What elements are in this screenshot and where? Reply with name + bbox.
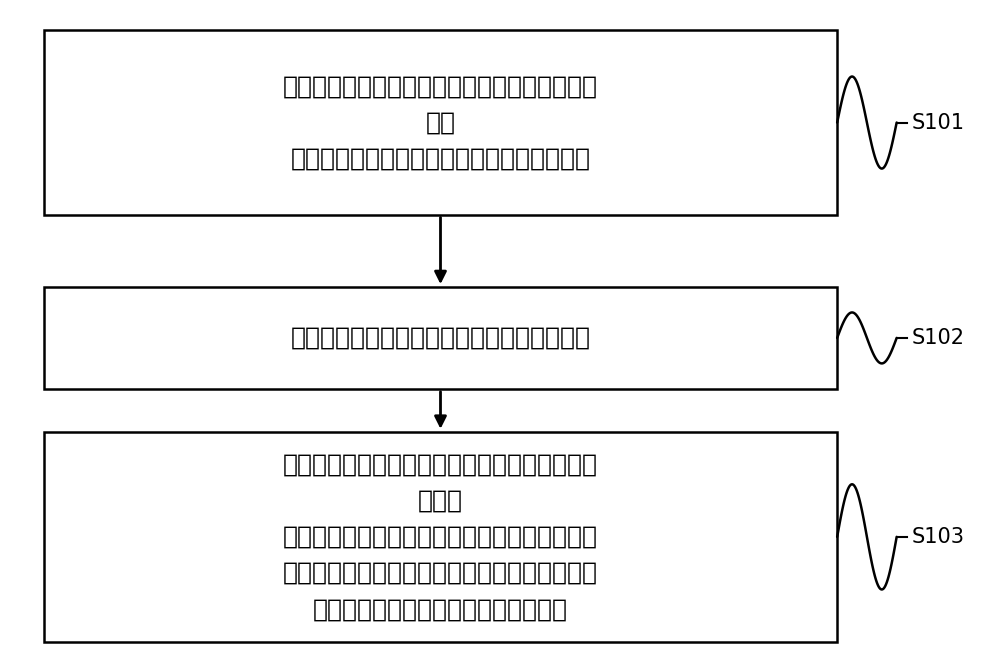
- Text: 体的形变位移数据之间的预设对应关系: 体的形变位移数据之间的预设对应关系: [313, 597, 568, 621]
- Text: 个位置的参数以及星载相控阵天线框架本体的形: 个位置的参数以及星载相控阵天线框架本体的形: [283, 525, 598, 549]
- Text: S101: S101: [912, 113, 965, 133]
- Text: S103: S103: [912, 527, 965, 547]
- Bar: [44, 287, 837, 389]
- Text: S102: S102: [912, 328, 965, 348]
- Bar: [44, 432, 837, 642]
- Text: 的多: 的多: [426, 111, 456, 135]
- Text: 获取不同工况下所述星载相控阵天线框架本体上: 获取不同工况下所述星载相控阵天线框架本体上: [283, 75, 598, 99]
- Bar: [44, 31, 837, 214]
- Text: 个位置的参数，参数包括应变数据和温度数据: 个位置的参数，参数包括应变数据和温度数据: [291, 147, 590, 170]
- Text: 变位移数据，获取参数与星载相控阵天线框架本: 变位移数据，获取参数与星载相控阵天线框架本: [283, 561, 598, 585]
- Text: 根据不同工况下的所述星载相控阵天线框架本体: 根据不同工况下的所述星载相控阵天线框架本体: [283, 452, 598, 477]
- Text: 获取星载相控阵天线框架本体的形变位移数据: 获取星载相控阵天线框架本体的形变位移数据: [291, 326, 590, 350]
- Text: 上的多: 上的多: [418, 489, 463, 513]
